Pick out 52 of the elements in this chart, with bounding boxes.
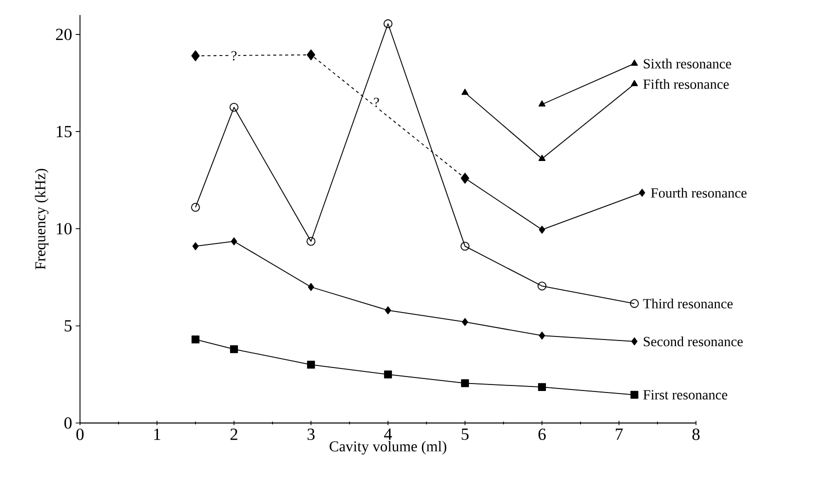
y-tick-label: 20 xyxy=(56,28,72,40)
point xyxy=(306,236,316,246)
y-tick-label: 15 xyxy=(56,126,72,138)
point xyxy=(384,306,392,314)
point xyxy=(639,188,646,197)
point xyxy=(192,336,200,344)
point xyxy=(538,154,546,161)
y-axis-title: Frequency (kHz) xyxy=(34,168,48,270)
series-label: Sixth resonance xyxy=(644,58,732,68)
point xyxy=(191,50,200,62)
x-tick-label: 1 xyxy=(154,428,160,440)
point xyxy=(462,88,468,95)
x-tick-label: 3 xyxy=(308,428,315,440)
x-tick-label: 2 xyxy=(230,428,238,440)
point xyxy=(306,49,316,60)
point xyxy=(630,80,638,86)
y-tick-label: 10 xyxy=(56,222,72,234)
x-tick-label: 0 xyxy=(76,428,84,440)
point xyxy=(538,226,546,234)
point xyxy=(538,383,546,391)
point xyxy=(308,283,314,291)
point xyxy=(631,337,638,346)
y-tick-label: 0 xyxy=(64,417,72,429)
point xyxy=(230,237,238,246)
x-axis-title: Cavity volume (ml) xyxy=(330,440,446,455)
point xyxy=(192,242,199,250)
series-label: First resonance xyxy=(643,390,728,400)
x-tick-label: 4 xyxy=(384,428,392,440)
x-tick-label: 5 xyxy=(462,428,469,440)
y-tick-label: 5 xyxy=(64,320,72,332)
point xyxy=(191,202,200,212)
point xyxy=(460,242,470,251)
point xyxy=(538,282,546,290)
series-label: Fifth resonance xyxy=(643,78,729,89)
x-tick-label: 7 xyxy=(616,428,623,440)
series-label: Third resonance xyxy=(643,298,733,308)
point xyxy=(384,370,392,378)
point xyxy=(230,345,238,354)
point xyxy=(384,19,392,28)
point xyxy=(230,102,238,112)
point xyxy=(538,332,546,340)
point xyxy=(461,379,469,388)
series-label: Second resonance xyxy=(644,336,743,346)
point xyxy=(462,318,468,326)
series-label: Fourth resonance xyxy=(651,188,747,198)
point xyxy=(630,299,639,308)
annotation: ? xyxy=(232,51,237,61)
annotation: ? xyxy=(374,98,379,108)
x-tick-label: 8 xyxy=(692,428,700,440)
x-tick-label: 6 xyxy=(538,428,546,440)
point xyxy=(307,360,315,369)
point xyxy=(630,390,638,399)
